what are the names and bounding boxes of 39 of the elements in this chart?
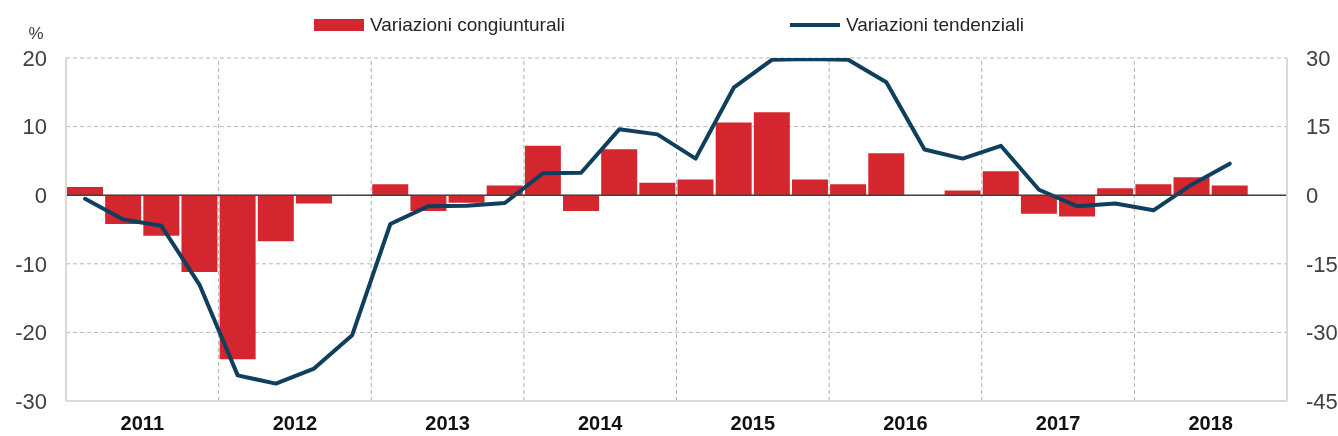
- bar: [372, 184, 409, 196]
- y-axis-title: %: [27, 24, 45, 44]
- line-series: [83, 58, 1232, 386]
- y2-tick-label: -30: [1306, 320, 1338, 346]
- bar: [677, 179, 714, 196]
- legend-label: Variazioni tendenziali: [845, 14, 1025, 36]
- y-tick-label: 20: [22, 45, 47, 71]
- bar: [830, 184, 867, 196]
- legend-label: Variazioni congiunturali: [369, 14, 565, 36]
- y2-tick-label: -15: [1306, 251, 1338, 277]
- y-tick-label: -30: [15, 388, 47, 414]
- bar: [219, 195, 256, 360]
- bar: [563, 195, 600, 211]
- bar: [715, 122, 752, 196]
- y2-tick-label: 0: [1306, 183, 1319, 209]
- bar: [982, 171, 1019, 196]
- x-tick-label: 2016: [883, 412, 928, 435]
- bar: [257, 195, 294, 242]
- y2-tick-label: 15: [1306, 114, 1331, 140]
- x-tick-label: 2013: [425, 412, 470, 435]
- y-tick-label: -10: [15, 251, 47, 277]
- y-tick-label: 10: [22, 114, 47, 140]
- bar: [1135, 184, 1172, 196]
- y-tick-label: 0: [34, 183, 47, 209]
- bar: [1020, 195, 1057, 214]
- x-tick-label: 2014: [577, 412, 624, 435]
- x-tick-label: 2018: [1188, 412, 1233, 435]
- y-tick-label: -20: [15, 320, 47, 346]
- y2-tick-label: 30: [1306, 45, 1331, 71]
- bar: [181, 195, 218, 273]
- x-tick-label: 2017: [1035, 412, 1081, 435]
- bar: [753, 112, 790, 196]
- x-tick-label: 2012: [272, 412, 318, 435]
- bar: [868, 153, 905, 196]
- y2-tick-label: -45: [1306, 388, 1338, 414]
- bar: [791, 179, 828, 196]
- x-tick-label: 2011: [120, 412, 165, 435]
- x-tick-label: 2015: [730, 412, 776, 435]
- bar: [601, 149, 638, 196]
